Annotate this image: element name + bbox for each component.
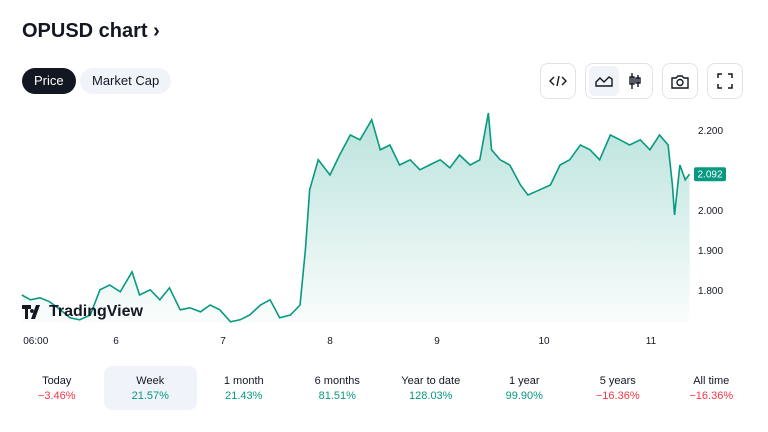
fullscreen-button[interactable] (707, 63, 743, 99)
period-today[interactable]: Today −3.46% (10, 366, 104, 410)
area-chart-icon (594, 76, 613, 87)
period-5-years[interactable]: 5 years −16.36% (571, 366, 665, 410)
x-tick-label: 6 (113, 336, 119, 347)
page-title[interactable]: OPUSD chart › (22, 20, 160, 42)
area-chart-button[interactable] (588, 66, 619, 96)
last-price-label: 2.092 (697, 170, 722, 181)
tab-market-cap[interactable]: Market Cap (80, 68, 172, 94)
period-change: −3.46% (37, 390, 76, 402)
fullscreen-icon (717, 73, 733, 89)
period-change: 81.51% (318, 390, 356, 402)
y-tick-label: 2.200 (698, 126, 723, 137)
period-year-to-date[interactable]: Year to date 128.03% (384, 366, 478, 410)
period-label: 1 month (223, 375, 264, 387)
period-all-time[interactable]: All time −16.36% (665, 366, 759, 410)
chevron-right-icon: › (153, 20, 160, 42)
x-tick-label: 06:00 (23, 336, 48, 347)
y-tick-label: 1.900 (698, 246, 723, 257)
period-change: 128.03% (409, 390, 453, 402)
code-icon (549, 75, 567, 87)
period-change: 21.57% (131, 390, 169, 402)
screenshot-button[interactable] (662, 63, 698, 99)
period-label: 6 months (314, 375, 360, 387)
period-change: 21.43% (225, 390, 263, 402)
period-change: 99.90% (505, 390, 543, 402)
candlestick-button[interactable] (620, 66, 650, 96)
period-label: 1 year (508, 375, 540, 387)
period-week[interactable]: Week 21.57% (103, 366, 197, 410)
x-tick-label: 9 (434, 336, 440, 347)
camera-icon (671, 74, 689, 89)
period-label: Today (42, 375, 72, 387)
period-label: Year to date (401, 375, 461, 387)
period-selector: Today −3.46% Week 21.57% 1 month 21.43% 6 mont… (10, 366, 758, 410)
y-tick-label: 2.000 (698, 206, 723, 217)
embed-button[interactable] (540, 63, 576, 99)
period-1-year[interactable]: 1 year 99.90% (478, 366, 572, 410)
period-1-month[interactable]: 1 month 21.43% (197, 366, 291, 410)
period-label: Week (136, 375, 165, 387)
period-change: −16.36% (595, 390, 640, 402)
period-change: −16.36% (689, 390, 734, 402)
period-6-months[interactable]: 6 months 81.51% (291, 366, 385, 410)
period-label: 5 years (599, 375, 636, 387)
tradingview-logo-icon (22, 305, 40, 319)
tab-price[interactable]: Price (22, 68, 76, 94)
x-tick-label: 11 (646, 336, 657, 347)
area-fill (21, 113, 690, 323)
price-line (21, 112, 691, 323)
y-tick-label: 1.800 (698, 286, 723, 297)
x-tick-label: 7 (220, 336, 226, 347)
last-price-badge (694, 167, 726, 182)
candlestick-icon (628, 73, 641, 89)
x-tick-label: 8 (327, 336, 333, 347)
period-label: All time (693, 375, 730, 387)
x-tick-label: 10 (538, 336, 550, 347)
price-chart[interactable]: 1.800 1.900 2.000 2.200 06:00 6 7 8 9 10 11 2.092 (0, 100, 768, 350)
chart-type-group (585, 63, 653, 99)
tradingview-logo: TradingView (22, 303, 143, 321)
